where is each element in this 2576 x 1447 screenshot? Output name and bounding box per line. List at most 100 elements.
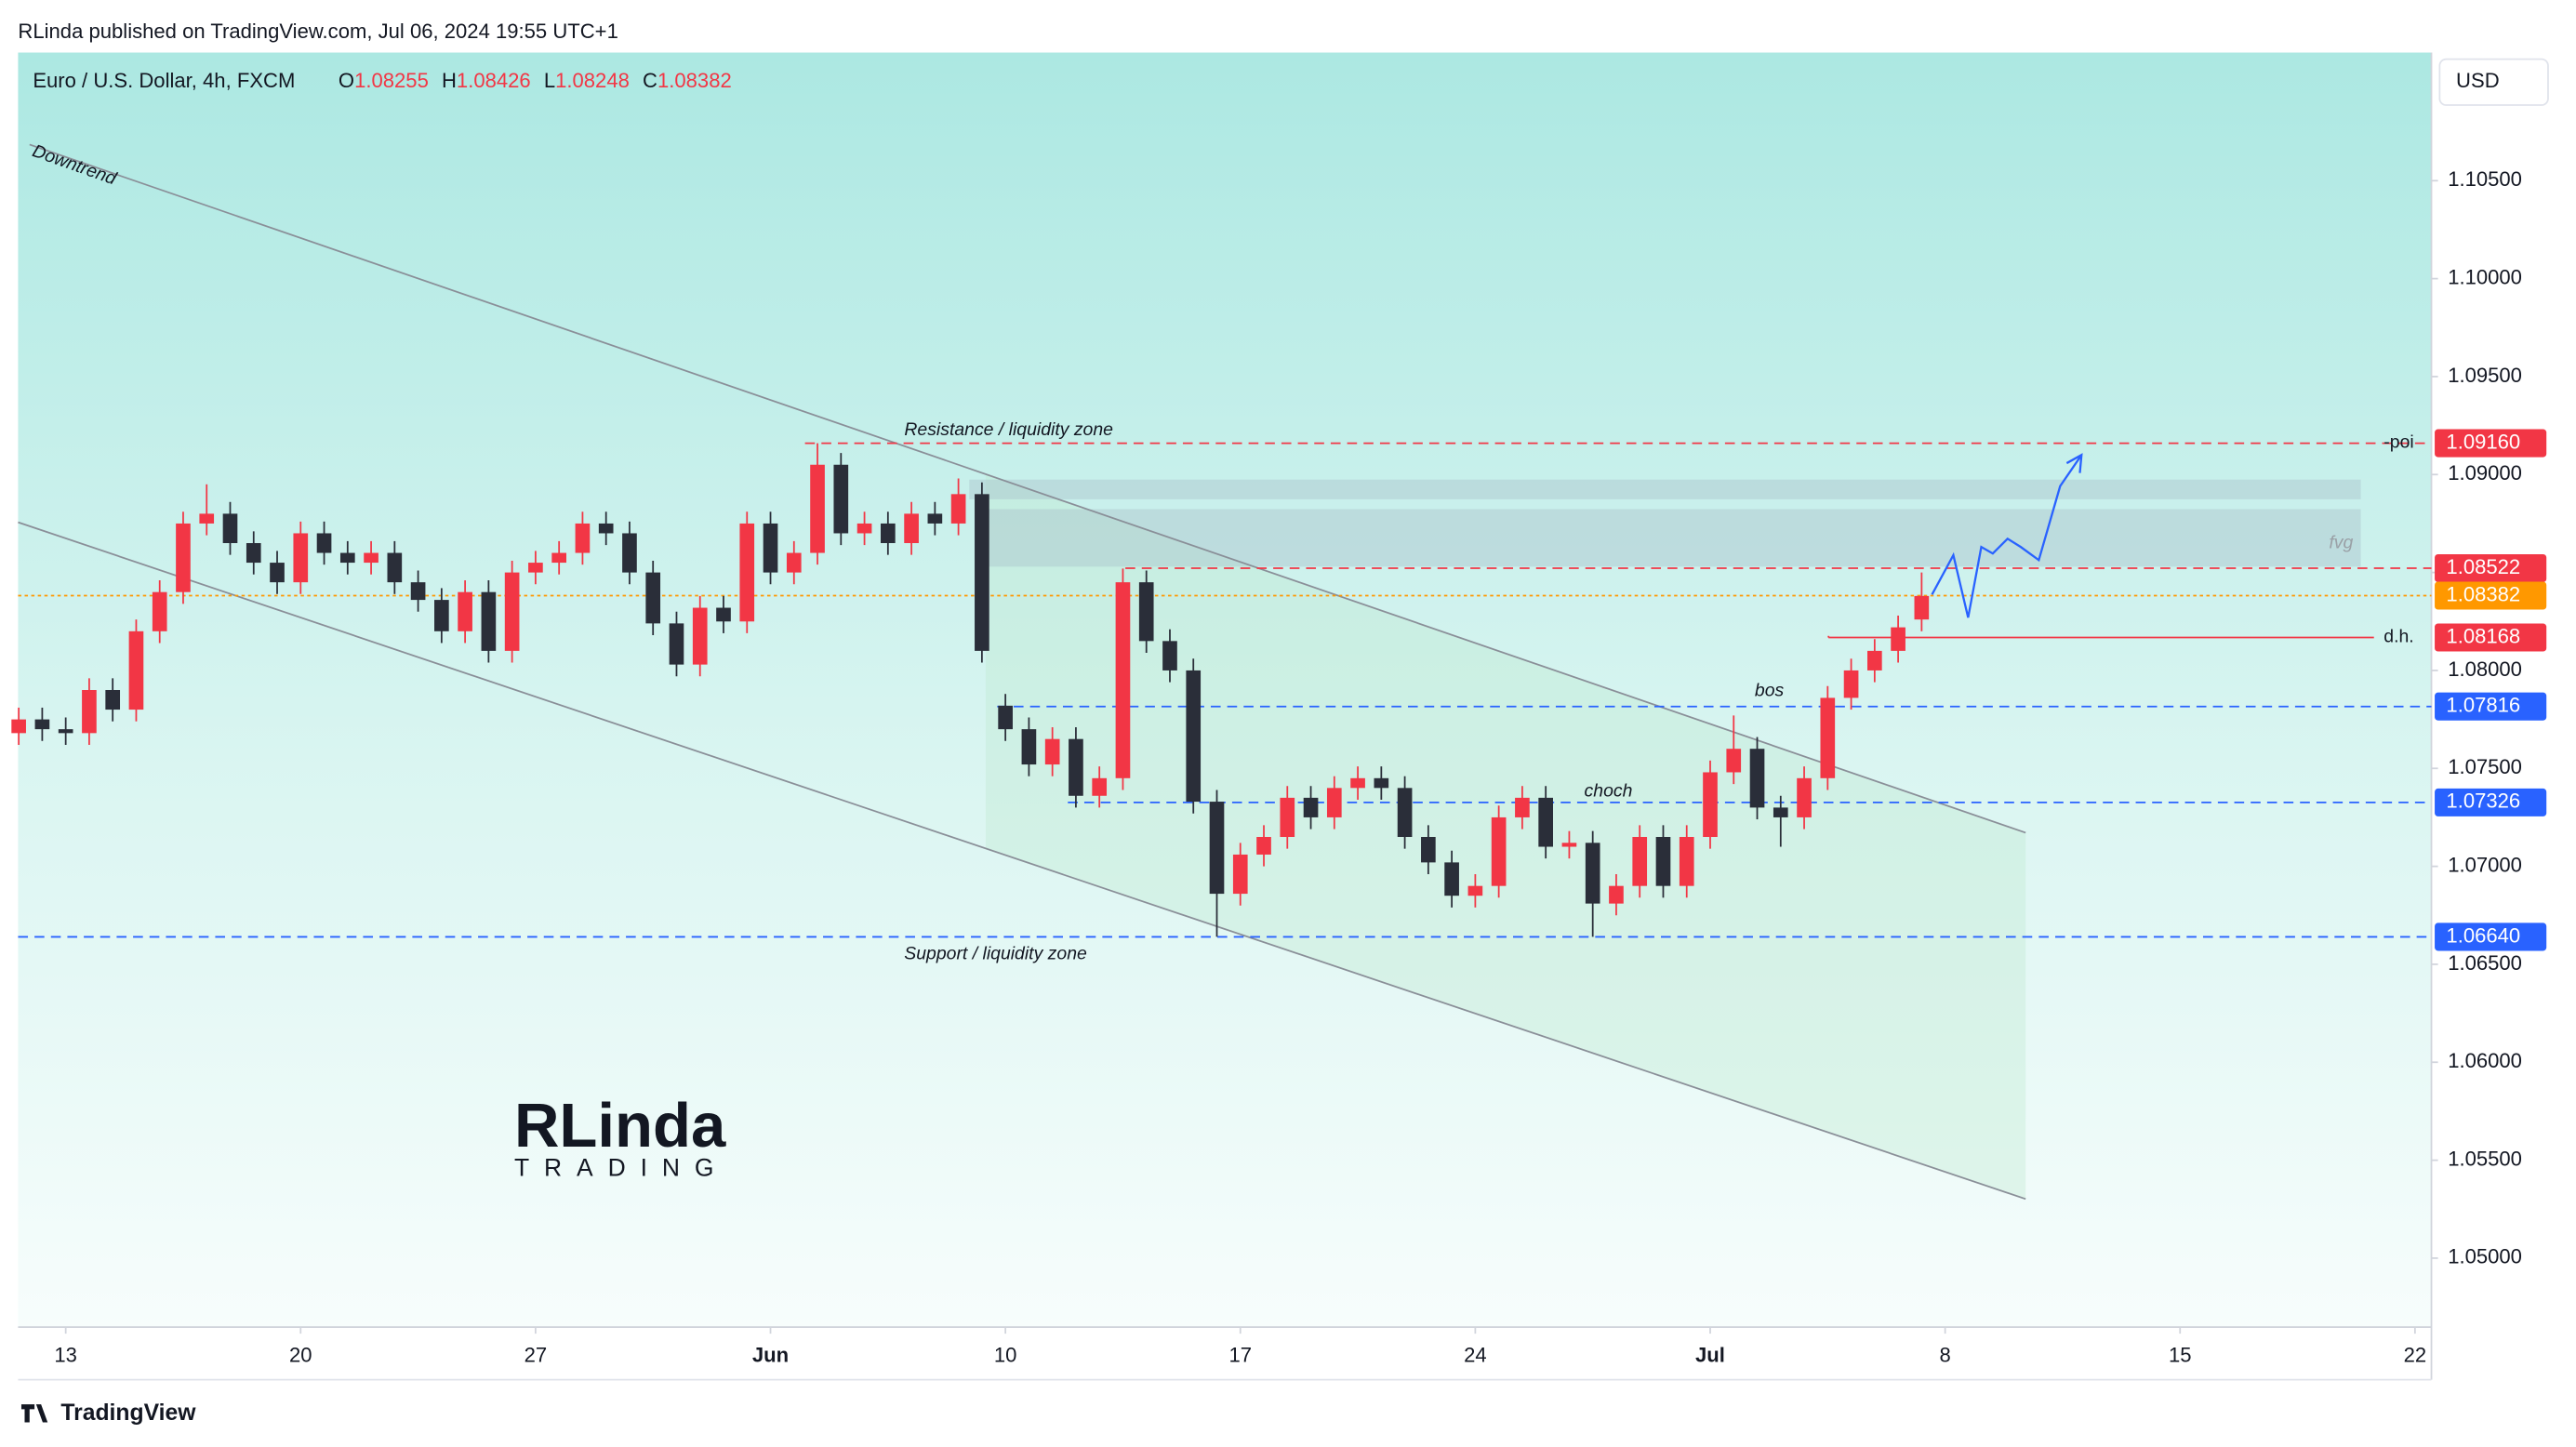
candle-body (1397, 788, 1413, 837)
candle-body (1092, 777, 1108, 796)
level-label: 1.07816 (2446, 694, 2520, 717)
candle-body (1726, 749, 1742, 773)
y-tick-label: 1.05000 (2448, 1245, 2522, 1268)
candle-body (927, 513, 943, 524)
candle-body (1350, 777, 1365, 789)
x-tick-label: 8 (1939, 1344, 1950, 1367)
candle-body (1186, 670, 1202, 803)
x-tick-label: 10 (994, 1344, 1017, 1367)
candle-body (1491, 816, 1507, 886)
candle-body (434, 600, 449, 631)
logo-bottom: TRADING (514, 1154, 728, 1182)
candle-body (1069, 738, 1083, 796)
candle-body (339, 552, 355, 564)
x-tick-label: 24 (1464, 1344, 1487, 1367)
candle-body (1749, 749, 1765, 808)
candle-body (810, 464, 825, 553)
candle-body (645, 572, 661, 624)
candle-body (128, 631, 144, 710)
candle-body (1585, 843, 1600, 904)
candle-body (1797, 777, 1812, 817)
candle-body (1374, 777, 1389, 789)
plot-background (18, 52, 2432, 1328)
level-note: -poi (2383, 432, 2413, 453)
candle-body (1303, 797, 1319, 817)
candle-body (1703, 772, 1718, 837)
fvg-zone (980, 509, 2361, 567)
level-box (2435, 429, 2547, 458)
x-tick-label: 22 (2404, 1344, 2427, 1367)
x-tick-label: 15 (2169, 1344, 2192, 1367)
x-tick-label: Jun (752, 1344, 789, 1367)
y-tick-label: 1.09000 (2448, 461, 2522, 485)
annotation: Resistance / liquidity zone (904, 419, 1113, 440)
level-label: 1.08522 (2446, 555, 2520, 578)
candle-body (458, 591, 472, 631)
annotation: bos (1755, 681, 1785, 701)
candle-body (1162, 641, 1177, 670)
candle-body (1326, 788, 1342, 817)
arrow-head (2065, 453, 2083, 473)
candle-body (739, 523, 755, 622)
publisher-line: RLinda published on TradingView.com, Jul… (18, 20, 617, 43)
candle-body (528, 563, 543, 573)
brand: TradingView (60, 1401, 196, 1426)
candle-body (222, 513, 238, 544)
legend-key: O (339, 69, 354, 92)
candle-body (1632, 836, 1648, 886)
x-tick-label: Jul (1695, 1344, 1725, 1367)
y-tick-label: 1.10500 (2448, 167, 2522, 191)
level-box (2435, 553, 2547, 582)
candle-body (998, 705, 1013, 730)
logo-top: RLinda (514, 1091, 726, 1161)
level-box (2435, 788, 2547, 816)
candle-body (82, 690, 97, 734)
candle-body (1115, 582, 1131, 778)
currency[interactable]: USD (2456, 69, 2500, 92)
y-tick-label: 1.07000 (2448, 853, 2522, 876)
candle-body (1021, 729, 1037, 765)
candle-body (105, 690, 121, 710)
candle-body (904, 513, 919, 544)
legend-key: L (544, 69, 555, 92)
legend-value: 1.08255 (354, 69, 429, 92)
fvg-zone (969, 479, 2361, 499)
y-tick-label: 1.06000 (2448, 1049, 2522, 1072)
x-tick-label: 17 (1228, 1344, 1252, 1367)
candle-body (1679, 836, 1694, 886)
candle-body (364, 552, 378, 564)
candle-body (950, 494, 966, 524)
level-label: 1.06640 (2446, 923, 2520, 947)
legend-key: H (442, 69, 457, 92)
candle-body (598, 523, 614, 534)
candle-body (410, 582, 426, 601)
y-tick-label: 1.06500 (2448, 951, 2522, 975)
legend-value: 1.08426 (457, 69, 531, 92)
candle-body (11, 719, 26, 734)
candle-body (1914, 595, 1930, 620)
channel-upper (29, 143, 2026, 834)
candle-body (246, 543, 261, 564)
candle-body (199, 513, 215, 524)
candle-body (1138, 582, 1154, 642)
x-tick-label: 13 (54, 1344, 77, 1367)
candle-body (387, 552, 403, 583)
projection-arrow (1931, 454, 2083, 618)
candle-body (669, 623, 684, 665)
candle-body (504, 572, 520, 651)
legend-value: 1.08248 (555, 69, 630, 92)
candle-body (481, 591, 497, 651)
y-tick-label: 1.05500 (2448, 1147, 2522, 1170)
candle-body (1467, 885, 1483, 896)
candle-body (1561, 843, 1577, 847)
candle-body (1820, 697, 1836, 778)
candle-body (763, 523, 778, 573)
candle-body (786, 552, 802, 573)
candle-body (1609, 885, 1624, 904)
candle-body (1256, 836, 1271, 855)
candle-body (1867, 650, 1882, 670)
candle-body (34, 719, 50, 730)
currency-box[interactable] (2438, 58, 2549, 106)
